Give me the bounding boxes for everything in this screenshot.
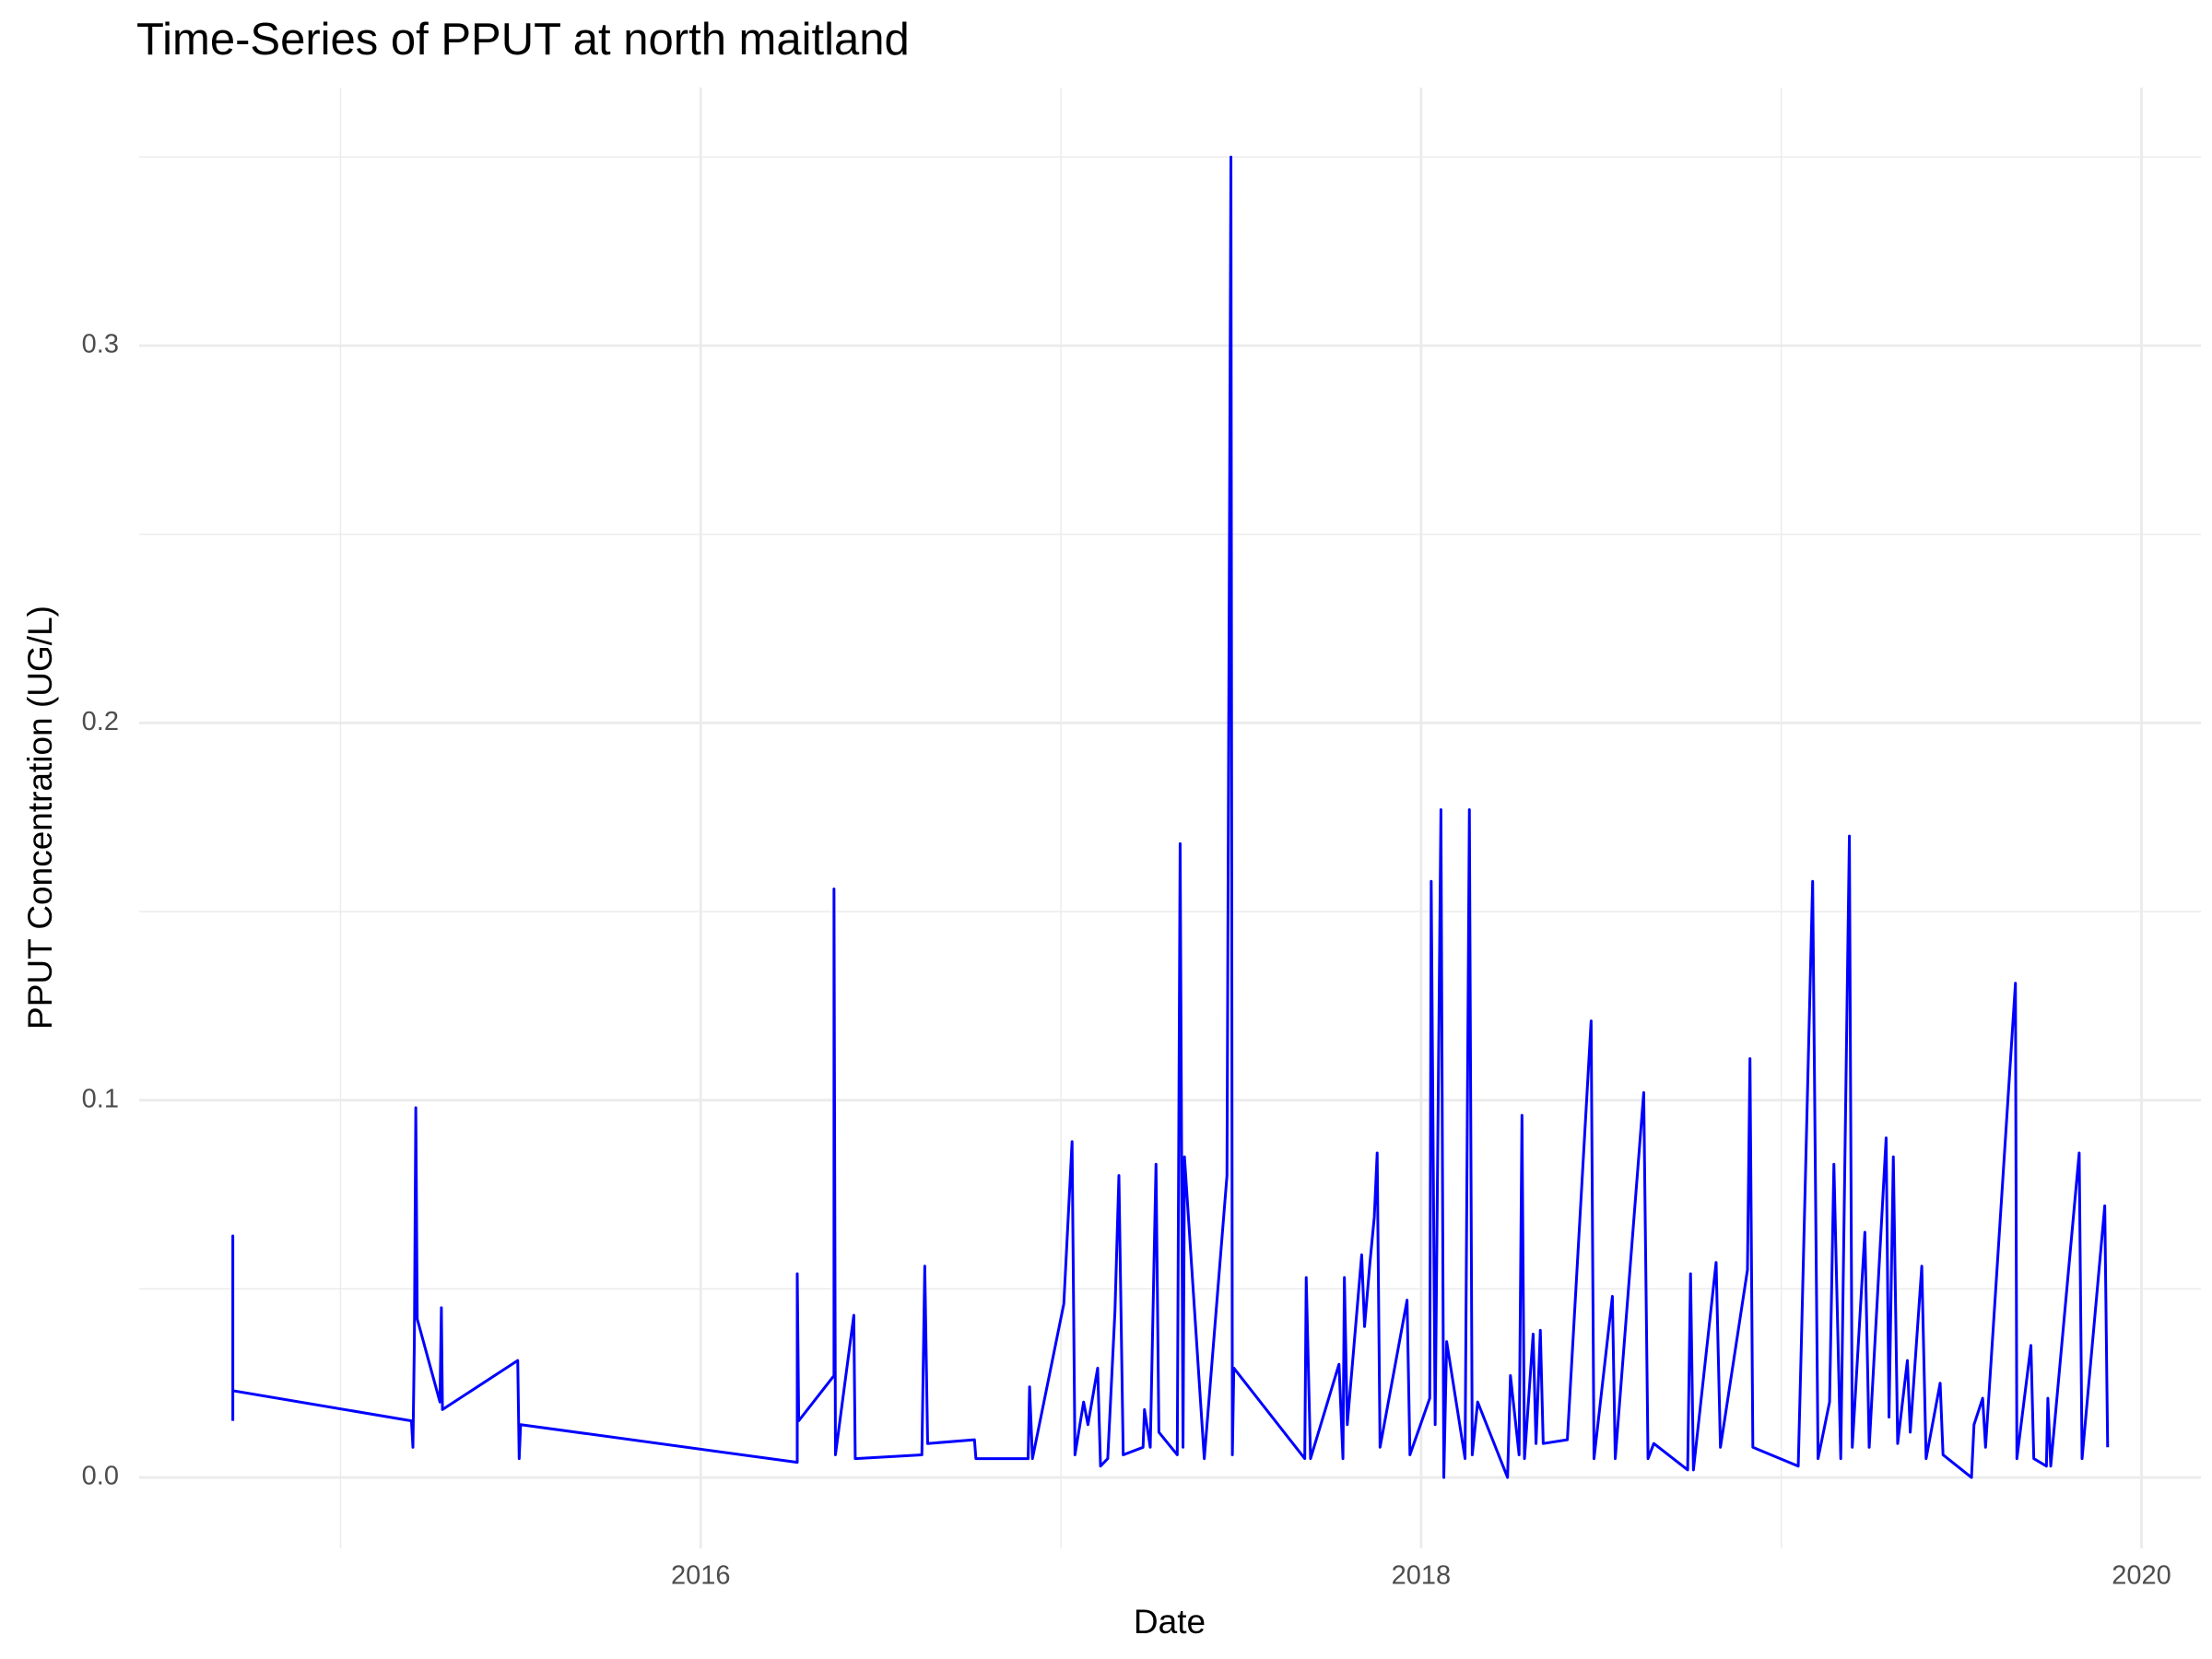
x-axis-title: Date	[1134, 1603, 1206, 1641]
y-tick-label: 0.3	[82, 330, 119, 359]
data-line	[231, 155, 2110, 1479]
x-tick-label: 2020	[2112, 1561, 2171, 1591]
y-tick-label: 0.1	[82, 1084, 119, 1113]
y-axis-title: PPUT Concentration (UG/L)	[21, 606, 59, 1030]
marks	[231, 155, 2110, 1479]
x-tick-label: 2016	[671, 1561, 731, 1591]
x-tick-label: 2018	[1392, 1561, 1452, 1591]
y-tick-label: 0.2	[82, 707, 119, 736]
chart-title: Time-Series of PPUT at north maitland	[136, 15, 910, 65]
y-tick-label: 0.0	[82, 1462, 119, 1491]
grid	[139, 88, 2201, 1548]
